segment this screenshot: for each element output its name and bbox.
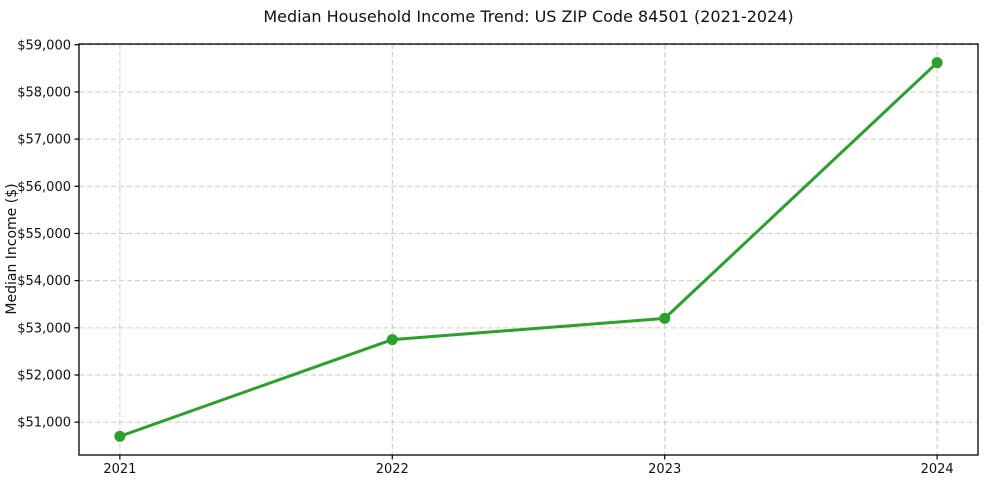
y-tick-label: $52,000: [17, 368, 71, 383]
data-point-marker: [386, 334, 398, 346]
y-tick-label: $55,000: [17, 227, 71, 242]
x-tick-label: 2021: [103, 462, 136, 477]
y-tick-label: $58,000: [17, 85, 71, 100]
y-tick-label: $57,000: [17, 133, 71, 148]
data-point-marker: [931, 57, 943, 69]
y-tick-label: $59,000: [17, 38, 71, 53]
data-point-marker: [659, 312, 671, 324]
y-tick-label: $53,000: [17, 321, 71, 336]
x-tick-label: 2023: [648, 462, 681, 477]
trend-line: [118, 61, 939, 438]
plot-border: [78, 43, 979, 456]
chart-title: Median Household Income Trend: US ZIP Co…: [263, 7, 794, 26]
x-tick-label: 2024: [921, 462, 954, 477]
y-tick-label: $51,000: [17, 416, 71, 431]
y-tick-label: $56,000: [17, 180, 71, 195]
data-point-marker: [114, 430, 126, 442]
x-tick-label: 2022: [376, 462, 409, 477]
y-tick-label: $54,000: [17, 274, 71, 289]
